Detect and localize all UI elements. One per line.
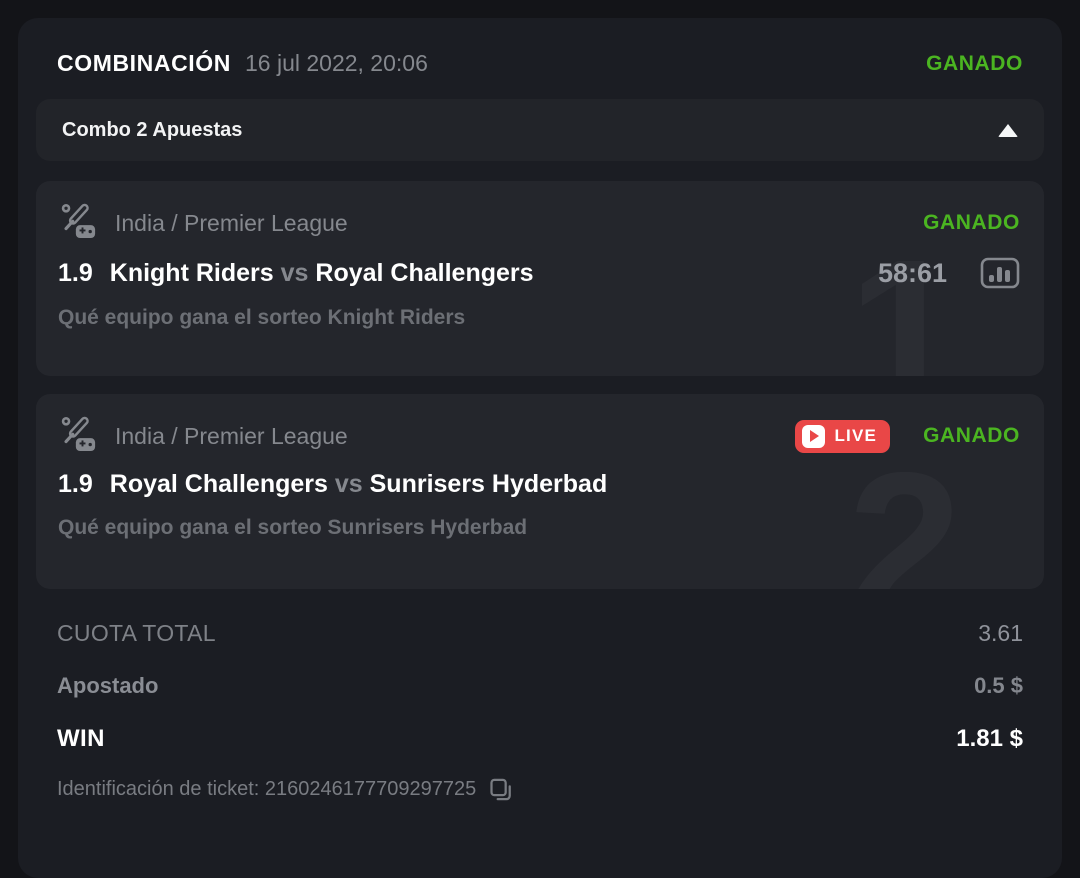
live-badge: LIVE (795, 419, 891, 453)
league-breadcrumb: India / Premier League (115, 422, 348, 449)
bet-index-watermark: 1 (848, 229, 962, 376)
market-description: Qué equipo gana el sorteo Sunrisers Hyde… (58, 516, 528, 539)
ticket-header: COMBINACIÓN 16 jul 2022, 20:06 GANADO (36, 36, 1044, 99)
combo-label: Combo 2 Apuestas (62, 118, 243, 141)
total-odds-value: 3.61 (978, 620, 1023, 646)
play-icon (802, 424, 826, 448)
total-odds-row: CUOTA TOTAL 3.61 (36, 607, 1044, 660)
bet-ticket-card: COMBINACIÓN 16 jul 2022, 20:06 GANADO Co… (18, 18, 1062, 878)
win-label: WIN (57, 725, 105, 752)
match-title: Royal Challengers vs Sunrisers Hyderbad (109, 470, 608, 498)
ticket-status-badge: GANADO (926, 51, 1023, 75)
ticket-id-text: Identificación de ticket: 21602461777092… (57, 778, 477, 800)
vs-label: vs (280, 258, 309, 287)
stake-label: Apostado (57, 673, 159, 698)
e-cricket-icon (58, 201, 100, 245)
ticket-id-row: Identificación de ticket: 21602461777092… (36, 766, 1044, 813)
live-label: LIVE (834, 426, 878, 445)
ticket-datetime: 16 jul 2022, 20:06 (244, 50, 428, 76)
stake-row: Apostado 0.5 $ (36, 660, 1044, 712)
match-title: Knight Riders vs Royal Challengers (109, 258, 534, 287)
combo-toggle-bar[interactable]: Combo 2 Apuestas (36, 99, 1044, 161)
stake-value: 0.5 $ (974, 673, 1023, 698)
league-breadcrumb: India / Premier League (115, 209, 348, 236)
bet-status-badge: GANADO (923, 211, 1020, 234)
market-description: Qué equipo gana el sorteo Knight Riders (58, 306, 466, 329)
ticket-type-label: COMBINACIÓN (57, 50, 231, 76)
bet-card-1: 1 India / Premier League GANADO 1.9 (36, 181, 1044, 376)
win-row: WIN 1.81 $ (36, 712, 1044, 766)
bet-odds: 1.9 (58, 258, 93, 287)
bet-odds: 1.9 (58, 470, 93, 498)
bar-chart-icon[interactable] (980, 257, 1020, 289)
total-odds-label: CUOTA TOTAL (57, 620, 216, 646)
vs-label: vs (334, 470, 363, 498)
bet-status-badge: GANADO (923, 424, 1020, 447)
win-value: 1.81 $ (956, 725, 1023, 752)
bet-card-2: 2 India / Premier League LIVE (36, 394, 1044, 589)
match-score: 58:61 (877, 257, 947, 288)
chevron-up-icon[interactable] (998, 123, 1018, 137)
e-cricket-icon (58, 414, 100, 458)
copy-icon[interactable] (487, 776, 514, 803)
